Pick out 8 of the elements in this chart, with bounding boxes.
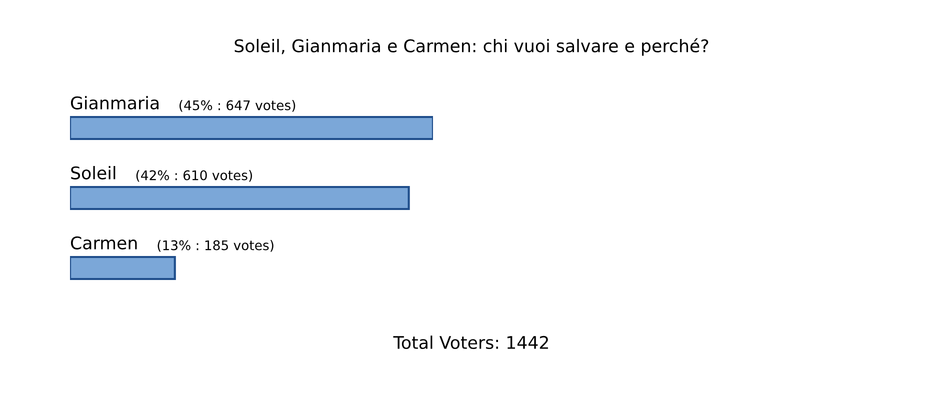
y-tick-label: Carmen	[70, 236, 137, 250]
y-tick-label: Soleil	[71, 166, 116, 180]
text: Total Voters: 1442	[393, 336, 548, 350]
data-label: (42% : 610 votes)	[136, 170, 252, 182]
data-label: (45% : 647 votes)	[180, 100, 296, 112]
y-tick-label: Gianmaria	[70, 96, 158, 110]
data-label: (13% : 185 votes)	[158, 240, 274, 252]
text: Soleil, Gianmaria e Carmen: chi vuoi salvare e perché?	[234, 38, 708, 56]
